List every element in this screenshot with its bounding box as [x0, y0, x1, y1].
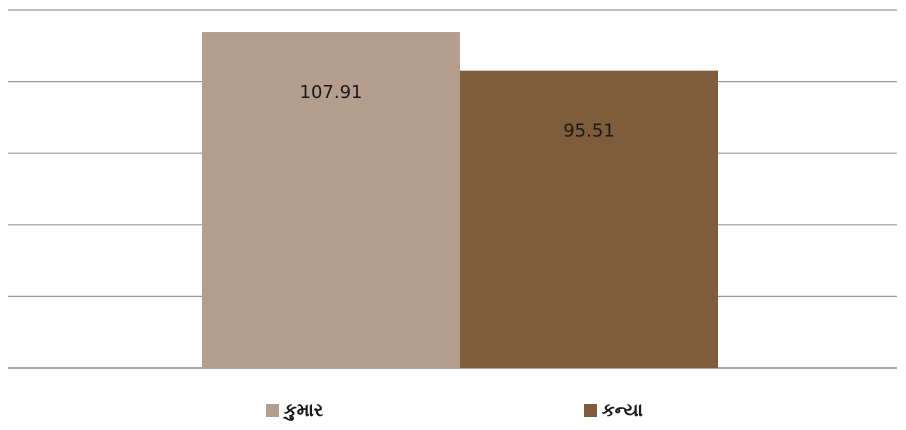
- legend-label-kumar: કુમાર: [284, 399, 324, 421]
- legend: કુમાર કન્યા: [0, 395, 906, 425]
- legend-item-kanya: કન્યા: [584, 395, 643, 425]
- data-labels: 107.91 95.51: [300, 82, 615, 142]
- legend-label-kanya: કન્યા: [602, 399, 643, 421]
- legend-swatch-kumar: [266, 403, 279, 417]
- data-label-kanya: 95.51: [563, 121, 615, 142]
- data-label-kumar: 107.91: [300, 82, 363, 103]
- bars: [202, 32, 718, 369]
- legend-item-kumar: કુમાર: [266, 395, 323, 425]
- legend-swatch-kanya: [584, 403, 597, 417]
- bar-kanya: [460, 70, 718, 368]
- bar-kumar: [202, 32, 460, 369]
